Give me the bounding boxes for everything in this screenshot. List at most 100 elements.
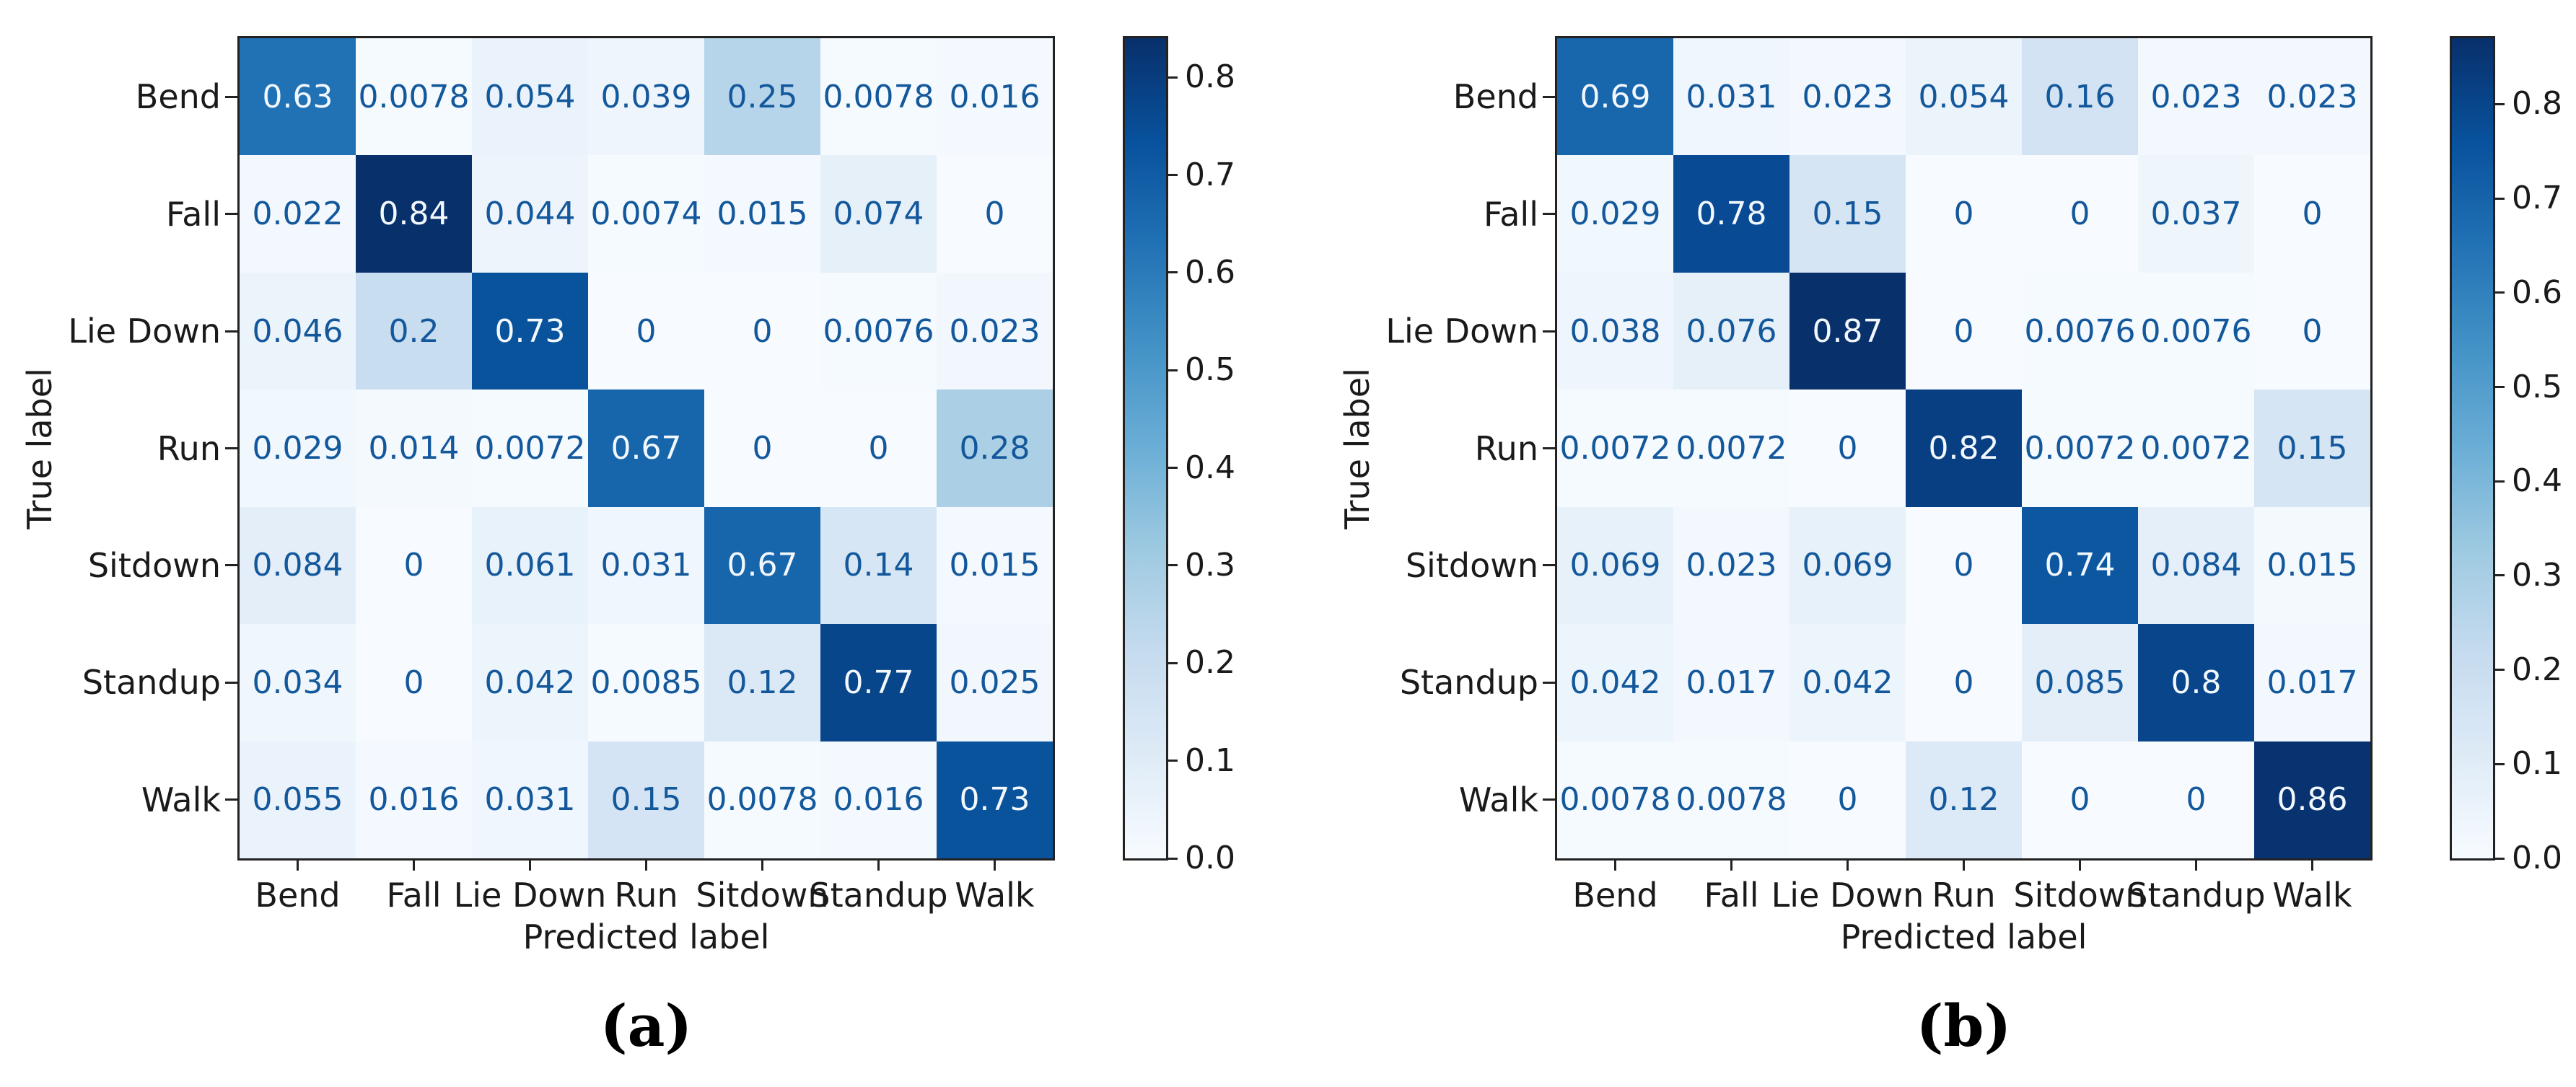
colorbar-tick-mark (2493, 480, 2505, 483)
x-tick-mark (994, 858, 996, 871)
x-tick-mark (1614, 858, 1616, 871)
colorbar-tick-mark (1166, 76, 1178, 79)
matrix-cell: 0.085 (2022, 624, 2138, 741)
matrix-cell: 0.031 (1673, 38, 1789, 156)
colorbar-tick-mark (1166, 369, 1178, 371)
colorbar (1123, 36, 1168, 861)
y-tick-label: Run (157, 428, 221, 468)
x-tick-label: Standup (2126, 876, 2266, 915)
matrix-cell: 0.73 (472, 272, 588, 390)
matrix-cell: 0 (356, 624, 472, 741)
y-tick-label: Walk (1458, 780, 1538, 819)
x-axis-label: Predicted label (1840, 917, 2087, 956)
matrix-cell: 0 (2022, 741, 2138, 858)
matrix-cell: 0.015 (704, 155, 820, 273)
matrix-cell: 0.0072 (1673, 390, 1789, 507)
y-tick-mark (1543, 681, 1555, 684)
matrix-cell: 0 (1789, 741, 1906, 858)
matrix-cell: 0.0085 (588, 624, 704, 741)
colorbar-tick-label: 0.7 (1185, 156, 1235, 193)
matrix-cell: 0.0072 (2138, 390, 2254, 507)
x-tick-mark (877, 858, 880, 871)
matrix-cell: 0.15 (588, 741, 704, 858)
matrix-cell: 0 (820, 390, 937, 507)
panel-caption: (b) (1916, 992, 2012, 1060)
matrix-cell: 0 (1789, 390, 1906, 507)
matrix-cell: 0 (588, 272, 704, 390)
x-tick-mark (2195, 858, 2197, 871)
matrix-cell: 0.044 (472, 155, 588, 273)
matrix-cell: 0.029 (1557, 155, 1673, 273)
matrix-cell: 0.8 (2138, 624, 2254, 741)
matrix-cell: 0.016 (937, 38, 1053, 156)
y-tick-label: Run (1474, 428, 1538, 468)
x-tick-label: Lie Down (453, 876, 607, 915)
matrix-cell: 0.0078 (820, 38, 937, 156)
matrix-cell: 0.042 (1557, 624, 1673, 741)
y-tick-mark (225, 564, 237, 567)
y-tick-mark (225, 330, 237, 333)
x-tick-mark (529, 858, 531, 871)
y-tick-mark (1543, 564, 1555, 567)
y-tick-mark (1543, 213, 1555, 216)
x-tick-label: Walk (2272, 876, 2352, 915)
matrix-cell: 0.084 (2138, 506, 2254, 625)
x-tick-mark (1846, 858, 1849, 871)
matrix-cell: 0.0076 (820, 272, 937, 390)
colorbar-tick-label: 0.0 (2512, 840, 2562, 876)
colorbar-tick-label: 0.4 (2512, 462, 2562, 500)
matrix-cell: 0.69 (1557, 38, 1673, 156)
colorbar-tick-label: 0.2 (2512, 651, 2562, 688)
matrix-cell: 0.014 (356, 390, 472, 507)
x-tick-label: Run (614, 876, 678, 915)
colorbar-tick-label: 0.3 (2512, 556, 2562, 594)
colorbar-tick-label: 0.2 (1185, 644, 1235, 682)
matrix-cell: 0 (1906, 155, 2022, 273)
matrix-cell: 0.16 (2022, 38, 2138, 156)
x-tick-mark (1730, 858, 1732, 871)
colorbar-tick-mark (2493, 669, 2505, 672)
matrix-cell: 0.054 (1906, 38, 2022, 156)
matrix-cell: 0.023 (2138, 38, 2254, 156)
y-tick-mark (1543, 330, 1555, 333)
matrix-cell: 0.28 (937, 390, 1053, 507)
colorbar-tick-mark (2493, 574, 2505, 577)
y-tick-mark (1543, 447, 1555, 449)
matrix-cell: 0.0078 (1673, 741, 1789, 858)
matrix-cell: 0.074 (820, 155, 937, 273)
matrix-cell: 0.023 (1673, 506, 1789, 625)
matrix-cell: 0.015 (2254, 506, 2370, 625)
matrix-cell: 0.034 (240, 624, 356, 741)
matrix-cell: 0.67 (704, 506, 820, 625)
colorbar-tick-mark (1166, 271, 1178, 274)
y-tick-label: Sitdown (1405, 545, 1538, 585)
matrix-cell: 0 (2254, 155, 2370, 273)
matrix-cell: 0.023 (937, 272, 1053, 390)
matrix-cell: 0.076 (1673, 272, 1789, 390)
matrix-cell: 0.2 (356, 272, 472, 390)
matrix-cell: 0.016 (356, 741, 472, 858)
matrix-cell: 0.0078 (1557, 741, 1673, 858)
matrix-cell: 0.038 (1557, 272, 1673, 390)
y-tick-label: Lie Down (68, 312, 221, 351)
colorbar (2450, 36, 2495, 861)
matrix-cell: 0.0074 (588, 155, 704, 273)
x-tick-mark (413, 858, 415, 871)
matrix-cell: 0.017 (1673, 624, 1789, 741)
matrix-cell: 0.069 (1789, 506, 1906, 625)
matrix-cell: 0.86 (2254, 741, 2370, 858)
colorbar-tick-mark (1166, 661, 1178, 664)
matrix-cell: 0.12 (704, 624, 820, 741)
colorbar-tick-label: 0.3 (1185, 546, 1235, 584)
colorbar-tick-label: 0.1 (2512, 745, 2562, 783)
y-tick-mark (225, 798, 237, 801)
matrix-cell: 0 (2138, 741, 2254, 858)
colorbar-tick-mark (1166, 857, 1178, 860)
matrix-cell: 0.15 (2254, 390, 2370, 507)
y-tick-label: Sitdown (87, 545, 221, 585)
y-tick-label: Bend (135, 77, 221, 117)
matrix-cell: 0.042 (1789, 624, 1906, 741)
matrix-cell: 0.82 (1906, 390, 2022, 507)
x-tick-mark (2311, 858, 2313, 871)
matrix-cell: 0.15 (1789, 155, 1906, 273)
